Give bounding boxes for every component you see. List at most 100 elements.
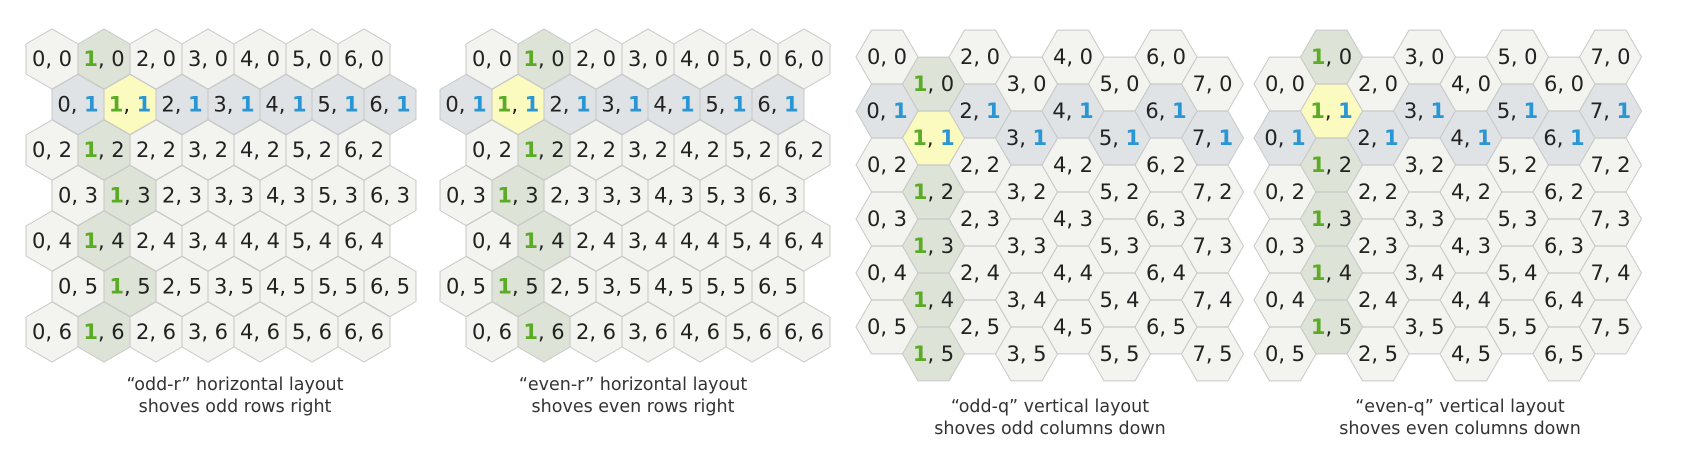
hex-cell: 0, 0 xyxy=(25,28,79,90)
hex-cell: 4, 1 xyxy=(259,73,313,136)
hex-label: 5, 1 xyxy=(705,93,746,117)
hex-label: 6, 6 xyxy=(344,320,384,344)
hex-label: 4, 4 xyxy=(1451,288,1491,312)
hex-label: 6, 2 xyxy=(1146,153,1186,177)
hex-cell: 3, 6 xyxy=(621,301,675,363)
hex-cell: 2, 6 xyxy=(129,301,183,363)
hex-cell: 5, 5 xyxy=(1087,326,1152,382)
hex-cell: 6, 2 xyxy=(1134,137,1198,193)
hex-cell: 4, 3 xyxy=(259,164,313,227)
hex-label: 0, 1 xyxy=(866,99,907,123)
caption-even-q-line2: shoves even columns down xyxy=(1339,419,1581,439)
hex-label: 2, 4 xyxy=(136,229,176,253)
hex-label: 5, 5 xyxy=(706,275,746,299)
hex-cell: 7, 2 xyxy=(1180,164,1245,220)
hex-label: 2, 0 xyxy=(136,47,176,71)
caption-odd-q-line2: shoves odd columns down xyxy=(934,419,1166,439)
hex-cell: 2, 2 xyxy=(129,119,183,181)
hex-cell: 3, 1 xyxy=(595,73,649,136)
hex-cell: 2, 6 xyxy=(569,301,623,363)
hex-label: 0, 2 xyxy=(472,138,512,162)
hex-cell: 4, 3 xyxy=(647,164,701,227)
hex-label: 1, 3 xyxy=(1311,207,1352,231)
hex-label: 3, 6 xyxy=(628,320,668,344)
hex-label: 4, 2 xyxy=(680,138,720,162)
hex-cell: 0, 1 xyxy=(439,73,493,136)
hex-label: 3, 0 xyxy=(628,47,668,71)
hex-label: 2, 3 xyxy=(960,207,1000,231)
hex-label: 0, 3 xyxy=(446,184,486,208)
hex-label: 6, 4 xyxy=(784,229,824,253)
hex-label: 5, 5 xyxy=(1099,342,1139,366)
hex-label: 7, 1 xyxy=(1192,126,1233,150)
hex-label: 5, 0 xyxy=(1099,72,1139,96)
hex-label: 3, 1 xyxy=(1006,126,1047,150)
hex-label: 0, 1 xyxy=(57,93,98,117)
hex-cell: 2, 5 xyxy=(155,255,209,318)
hex-cell: 1, 6 xyxy=(77,301,131,363)
hex-label: 7, 4 xyxy=(1590,261,1630,285)
hex-cell: 1, 5 xyxy=(1299,299,1364,355)
hex-cell: 6, 5 xyxy=(1134,299,1198,355)
hex-cell: 4, 5 xyxy=(1041,299,1105,355)
hex-label: 0, 0 xyxy=(867,45,907,69)
hex-label: 3, 3 xyxy=(1006,234,1046,258)
hex-label: 5, 3 xyxy=(1497,207,1537,231)
hex-cell: 4, 6 xyxy=(233,301,287,363)
hex-label: 6, 5 xyxy=(370,275,410,299)
hex-label: 5, 5 xyxy=(318,275,358,299)
hex-label: 1, 3 xyxy=(497,184,538,208)
hex-cell: 1, 1 xyxy=(901,110,966,166)
hex-cell: 6, 3 xyxy=(363,164,417,227)
hex-label: 1, 5 xyxy=(1311,315,1352,339)
hex-label: 5, 4 xyxy=(1497,261,1537,285)
hex-grid-odd-q: 0, 01, 02, 03, 0 4, 05, 0 6, 07, 0 0, 11, 1… xyxy=(855,29,1245,382)
hex-cell: 2, 5 xyxy=(1346,326,1410,382)
hex-label: 6, 3 xyxy=(1544,234,1584,258)
hex-label: 5, 5 xyxy=(1497,315,1537,339)
hex-label: 6, 1 xyxy=(757,93,798,117)
hex-cell: 3, 3 xyxy=(207,164,261,227)
hex-cell: 4, 0 xyxy=(1041,29,1105,85)
hex-label: 1, 1 xyxy=(497,93,540,117)
hex-label: 6, 4 xyxy=(344,229,384,253)
hex-label: 3, 1 xyxy=(601,93,642,117)
hex-cell: 4, 2 xyxy=(1439,164,1503,220)
hex-cell: 0, 5 xyxy=(439,255,493,318)
hex-cell: 3, 3 xyxy=(595,164,649,227)
caption-even-r: “even-r” horizontal layout shoves even r… xyxy=(478,374,788,418)
hex-cell: 6, 5 xyxy=(363,255,417,318)
hex-label: 3, 0 xyxy=(1404,45,1444,69)
hex-label: 3, 4 xyxy=(188,229,228,253)
hex-label: 5, 6 xyxy=(732,320,772,344)
hex-cell: 7, 1 xyxy=(1578,83,1643,139)
hex-label: 3, 2 xyxy=(1404,153,1444,177)
hex-cell: 1, 5 xyxy=(103,255,157,318)
hex-cell: 2, 3 xyxy=(948,191,1012,247)
hex-label: 0, 0 xyxy=(472,47,512,71)
hex-cell: 7, 0 xyxy=(1180,56,1245,112)
hex-label: 6, 3 xyxy=(1146,207,1186,231)
hex-label: 0, 4 xyxy=(867,261,907,285)
caption-odd-q: “odd-q” vertical layout shoves odd colum… xyxy=(895,396,1205,440)
hex-shape xyxy=(1180,326,1245,382)
caption-odd-r-line2: shoves odd rows right xyxy=(138,397,332,417)
hex-label: 4, 1 xyxy=(1450,126,1491,150)
hex-cell: 1, 4 xyxy=(1299,245,1364,301)
caption-even-r-line1: “even-r” horizontal layout xyxy=(518,375,748,395)
hex-cell: 5, 6 xyxy=(285,301,339,363)
hex-cell: 0, 5 xyxy=(1253,326,1317,382)
hex-label: 7, 2 xyxy=(1192,180,1232,204)
hex-cell: 1, 4 xyxy=(901,272,966,328)
hex-label: 2, 6 xyxy=(136,320,176,344)
hex-cell: 0, 3 xyxy=(1253,218,1317,274)
hex-label: 0, 6 xyxy=(32,320,72,344)
caption-even-q-line1: “even-q” vertical layout xyxy=(1355,397,1565,417)
hex-cell: 2, 1 xyxy=(543,73,597,136)
hex-cell: 0, 4 xyxy=(855,245,919,301)
hex-label: 7, 5 xyxy=(1192,342,1232,366)
hex-cell: 5, 0 xyxy=(725,28,779,90)
hex-label: 3, 2 xyxy=(1006,180,1046,204)
hex-label: 0, 3 xyxy=(867,207,907,231)
hex-label: 6, 2 xyxy=(784,138,824,162)
